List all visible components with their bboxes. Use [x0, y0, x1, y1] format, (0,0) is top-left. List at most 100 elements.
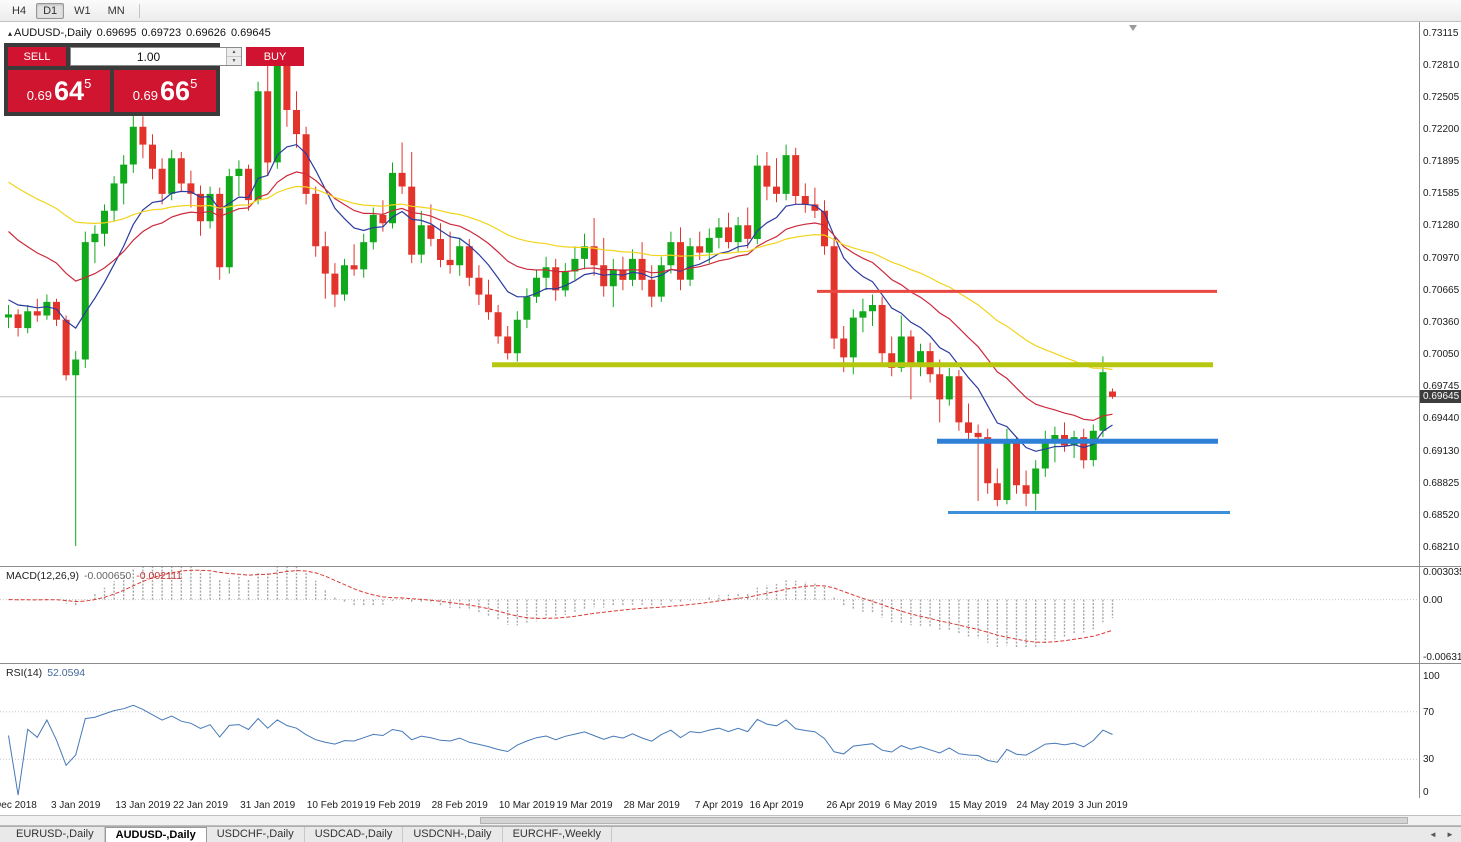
rsi-value: 52.0594 — [47, 667, 86, 679]
sell-price-big: 64 — [54, 75, 85, 106]
volume-increase-button[interactable]: ▲ — [227, 48, 241, 57]
price-tick-label: 0.69745 — [1423, 381, 1460, 393]
close-value: 0.69645 — [230, 27, 271, 39]
tab-usdchfdaily[interactable]: USDCHF-,Daily — [207, 827, 305, 842]
price-tick-label: 0.72200 — [1423, 123, 1460, 135]
chart-shift-marker[interactable] — [1129, 25, 1137, 31]
price-tick-label: 0.72505 — [1423, 91, 1460, 103]
volume-spinner: ▲ ▼ — [226, 48, 241, 65]
date-label: 19 Mar 2019 — [556, 800, 613, 811]
buy-price-prefix: 0.69 — [132, 87, 159, 103]
macd-main-value: -0.000650 — [83, 570, 132, 582]
price-tick-label: 0.71895 — [1423, 155, 1460, 167]
scrollbar-thumb[interactable] — [480, 817, 1408, 824]
ma-fast-blue — [8, 143, 1113, 452]
buy-button[interactable]: BUY — [246, 47, 304, 66]
price-tick-label: 0.68210 — [1423, 542, 1460, 554]
macd-axis: 0.003035 0.00 -0.006311 — [1419, 567, 1461, 663]
toolbar-separator — [138, 3, 140, 18]
buy-price-button[interactable]: 0.69 66 5 — [114, 70, 216, 112]
date-label: 28 Mar 2019 — [623, 800, 680, 811]
price-tick-label: 0.70970 — [1423, 252, 1460, 264]
rsi-tick-label: 30 — [1423, 754, 1435, 766]
date-label: 3 Jun 2019 — [1078, 800, 1128, 811]
date-label: 25 Dec 2018 — [0, 800, 37, 811]
ma-slow-yellow — [8, 181, 1113, 371]
tab-scroll-arrows: ◄ ► — [1426, 827, 1461, 842]
chart-tabs-bar: EURUSD-,Daily AUDUSD-,Daily USDCHF-,Daily U… — [0, 826, 1461, 842]
timeframe-button-mn[interactable]: MN — [101, 3, 132, 19]
sell-price-prefix: 0.69 — [26, 87, 53, 103]
sell-price-pipette: 5 — [84, 76, 92, 91]
rsi-tick-label: 100 — [1423, 671, 1440, 682]
rsi-tick-label: 70 — [1423, 706, 1435, 718]
volume-box: ▲ ▼ — [70, 47, 242, 66]
open-value: 0.69695 — [96, 27, 137, 39]
sell-button[interactable]: SELL — [8, 47, 66, 66]
rsi-axis: 100 70 30 0 — [1419, 664, 1461, 798]
price-tick-label: 0.68520 — [1423, 509, 1460, 521]
macd-signal-value: -0.002111 — [136, 570, 182, 582]
timeframe-button-group: H4 D1 W1 MN — [5, 2, 132, 19]
volume-input[interactable] — [71, 48, 226, 65]
date-label: 6 May 2019 — [884, 800, 938, 811]
rsi-chart[interactable] — [0, 664, 1419, 797]
timeframe-button-w1[interactable]: W1 — [67, 3, 98, 19]
macd-panel: 0.003035 0.00 -0.006311 MACD(12,26,9) -0.00… — [0, 567, 1461, 664]
price-tick-label: 0.72810 — [1423, 59, 1460, 71]
tab-usdcnhdaily[interactable]: USDCNH-,Daily — [403, 827, 503, 842]
expand-arrow-icon[interactable]: ▴ — [8, 29, 13, 38]
macd-label: MACD(12,26,9) -0.000650 -0.002111 — [6, 570, 182, 582]
price-axis[interactable]: 0.73115 0.72810 0.72505 0.72200 0.71895 0.715… — [1419, 22, 1461, 566]
high-value: 0.69723 — [141, 27, 182, 39]
date-label: 26 Apr 2019 — [826, 800, 881, 811]
chart-header: ▴ AUDUSD-,Daily 0.69695 0.69723 0.69626 0.696… — [8, 27, 276, 39]
date-label: 15 May 2019 — [949, 800, 1008, 811]
date-label: 7 Apr 2019 — [694, 800, 744, 811]
macd-chart[interactable] — [0, 567, 1419, 663]
price-tick-label: 0.70050 — [1423, 349, 1460, 361]
price-tick-label: 0.69130 — [1423, 445, 1460, 457]
price-tick-label: 0.70665 — [1423, 284, 1460, 296]
date-label: 10 Feb 2019 — [306, 800, 363, 811]
macd-tick-label: -0.006311 — [1423, 652, 1461, 663]
timeframe-button-d1[interactable]: D1 — [36, 2, 65, 19]
date-label: 3 Jan 2019 — [50, 800, 101, 811]
tab-eurusddaily[interactable]: EURUSD-,Daily — [6, 827, 105, 842]
price-tick-label: 0.68825 — [1423, 477, 1460, 489]
timeframe-toolbar: H4 D1 W1 MN — [0, 0, 1461, 22]
macd-tick-label: 0.003035 — [1423, 567, 1461, 578]
tab-scroll-left-button[interactable]: ◄ — [1429, 830, 1437, 839]
horizontal-scrollbar[interactable] — [0, 816, 1461, 826]
macd-name: MACD(12,26,9) — [6, 570, 79, 582]
buy-price-big: 66 — [160, 75, 191, 106]
tab-audusddaily[interactable]: AUDUSD-,Daily — [104, 827, 207, 842]
price-chart[interactable] — [0, 22, 1419, 566]
date-label: 19 Feb 2019 — [364, 800, 421, 811]
price-tick-label: 0.73115 — [1423, 28, 1459, 39]
date-label: 24 May 2019 — [1016, 800, 1075, 811]
rsi-tick-label: 0 — [1423, 787, 1429, 798]
symbol-label: AUDUSD-,Daily — [14, 27, 92, 39]
volume-decrease-button[interactable]: ▼ — [227, 57, 241, 65]
last-price-badge: 0.69645 — [1420, 390, 1461, 404]
price-tick-label: 0.71280 — [1423, 220, 1460, 232]
ma-mid-red — [8, 171, 1113, 422]
macd-tick-label: 0.00 — [1423, 594, 1443, 606]
date-label: 10 Mar 2019 — [498, 800, 555, 811]
price-tick-label: 0.70360 — [1423, 316, 1460, 328]
price-tick-label: 0.69440 — [1423, 413, 1460, 425]
tab-scroll-right-button[interactable]: ► — [1446, 830, 1454, 839]
tab-usdcaddaily[interactable]: USDCAD-,Daily — [305, 827, 404, 842]
tab-eurchfweekly[interactable]: EURCHF-,Weekly — [503, 827, 612, 842]
sell-price-button[interactable]: 0.69 64 5 — [8, 70, 110, 112]
low-value: 0.69626 — [186, 27, 226, 39]
date-label: 28 Feb 2019 — [431, 800, 488, 811]
rsi-label: RSI(14) 52.0594 — [6, 667, 85, 679]
timeframe-button-h4[interactable]: H4 — [5, 3, 33, 19]
date-label: 13 Jan 2019 — [115, 800, 171, 811]
macd-signal-line — [8, 569, 1113, 643]
